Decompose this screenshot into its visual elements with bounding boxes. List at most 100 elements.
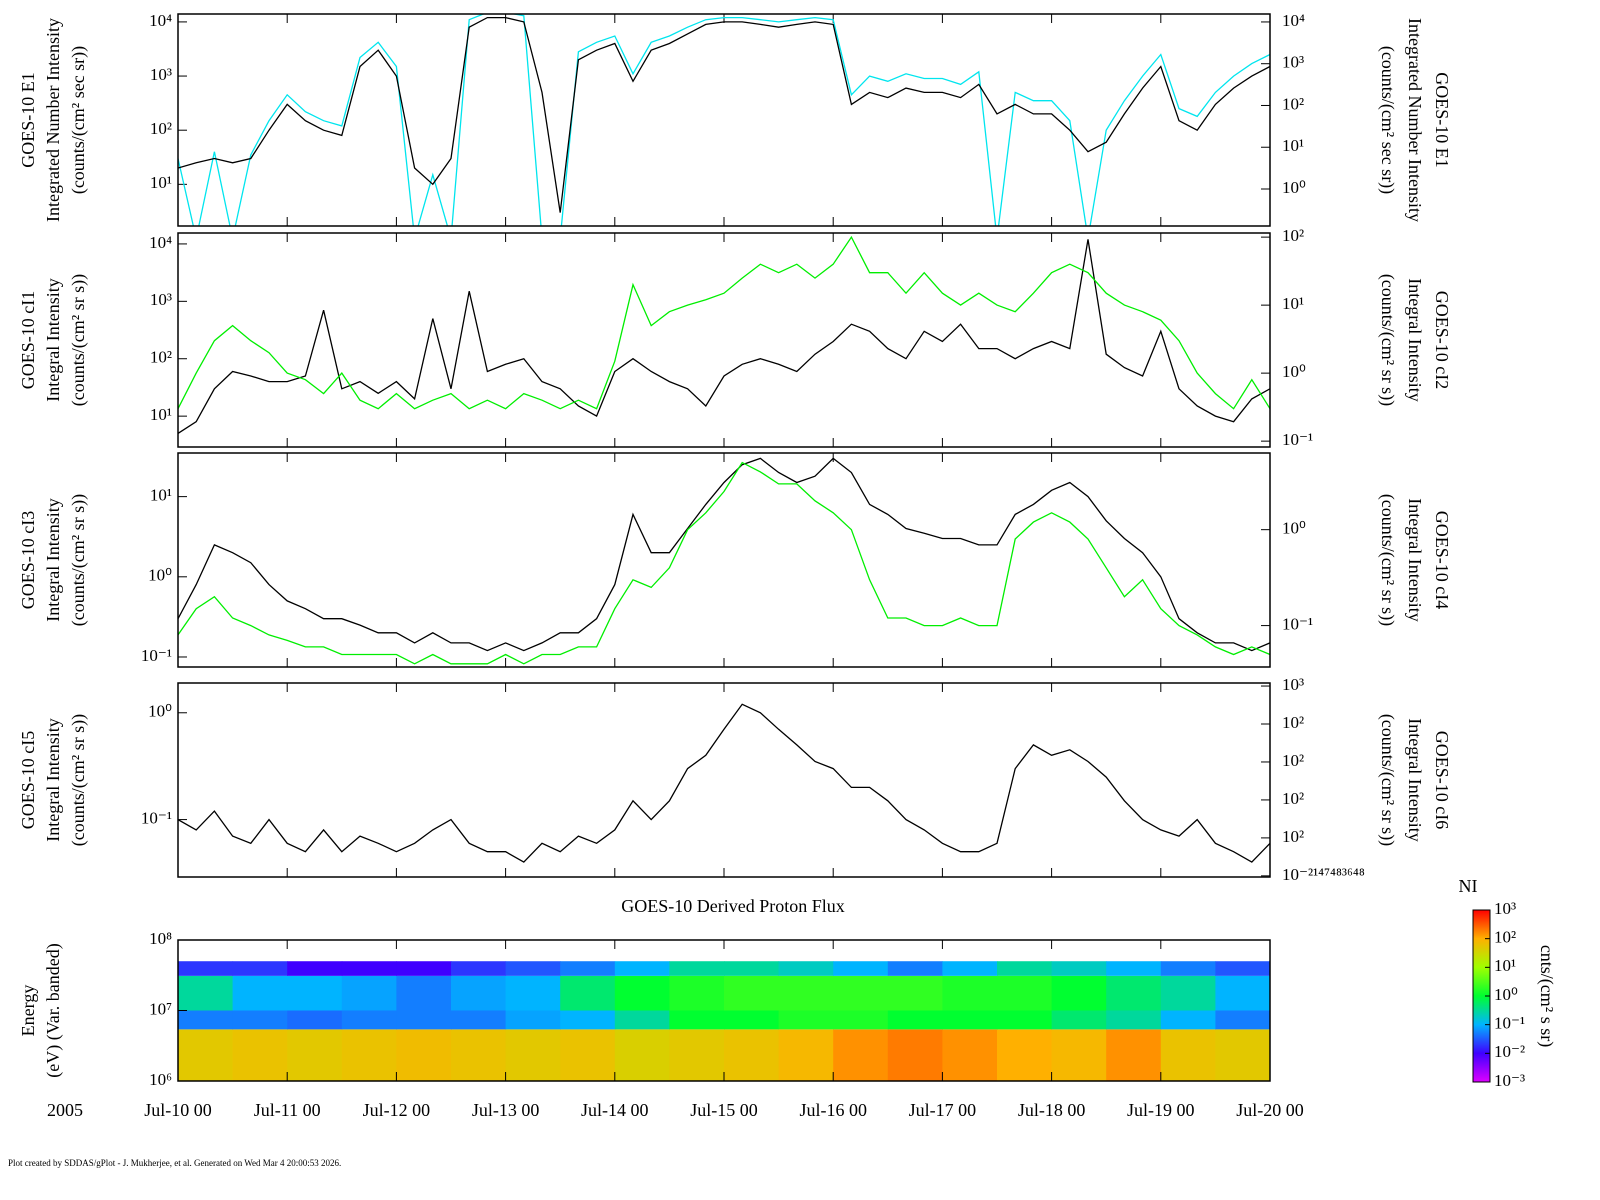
x-tick-label: Jul-17 00 [909, 1100, 977, 1120]
heat-cell [942, 1029, 998, 1081]
heat-cell [1160, 961, 1216, 976]
heat-cell [396, 961, 452, 976]
y2-tick-label: 10¹ [1282, 294, 1304, 313]
y2-tick-label: 10³ [1282, 53, 1304, 72]
y-axis-label: Integral Intensity [43, 718, 63, 841]
heat-cell [1051, 1029, 1107, 1081]
heat-cell [1051, 961, 1107, 976]
colorbar-tick-label: 10¹ [1494, 956, 1516, 975]
y-tick-label: 10³ [150, 290, 172, 309]
y2-axis-label: Integral Intensity [1405, 718, 1425, 841]
chart-title: GOES-10 Derived Proton Flux [621, 896, 845, 916]
x-tick-label: Jul-16 00 [799, 1100, 867, 1120]
heat-cell [778, 1029, 834, 1081]
series-line [178, 457, 1270, 652]
heat-cell [396, 975, 452, 1011]
y2-axis-label: (counts/(cm² sr s)) [1377, 274, 1398, 406]
heat-cell [178, 1029, 234, 1081]
y-axis-label: (counts/(cm² sr s)) [68, 494, 89, 626]
y-tick-label: 10² [150, 348, 172, 367]
y-axis-label: Integral Intensity [43, 498, 63, 621]
heat-cell [1106, 961, 1162, 976]
y-tick-label: 10⁴ [149, 233, 172, 252]
colorbar-tick-label: 10⁰ [1494, 985, 1518, 1004]
heat-cell [1160, 975, 1216, 1011]
heat-cell [560, 1029, 616, 1081]
heat-cell [669, 1010, 725, 1030]
heat-cell [451, 961, 507, 976]
heat-cell [560, 961, 616, 976]
heat-cell [724, 961, 780, 976]
x-tick-label: Jul-20 00 [1236, 1100, 1304, 1120]
heat-cell [942, 961, 998, 976]
y-axis-label: (counts/(cm² sec sr)) [68, 46, 89, 194]
heat-cell [997, 961, 1053, 976]
heat-cell [1160, 1029, 1216, 1081]
y-tick-label: 10⁻¹ [141, 808, 172, 827]
heat-cell [997, 1010, 1053, 1030]
y2-tick-label: 10² [1282, 94, 1304, 113]
heat-cell [778, 1010, 834, 1030]
heat-cell [287, 961, 343, 976]
y2-tick-label: 10² [1282, 751, 1304, 770]
y-tick-label: 10⁻¹ [141, 646, 172, 665]
heat-cell [614, 1010, 670, 1030]
heat-cell [287, 1010, 343, 1030]
heat-cell [833, 1029, 889, 1081]
colorbar-tick-label: 10³ [1494, 899, 1516, 918]
y2-tick-label: 10⁻¹ [1282, 614, 1313, 633]
plot-frame [177, 13, 1271, 227]
y-axis-label: (counts/(cm² sr s)) [68, 274, 89, 406]
y2-axis-label: GOES-10 cI2 [1432, 291, 1452, 389]
y2-tick-label: 10⁰ [1282, 519, 1306, 538]
heat-cell [887, 1010, 943, 1030]
y2-tick-label: 10⁻¹ [1282, 430, 1313, 449]
y2-axis-label: (counts/(cm² sec sr)) [1377, 46, 1398, 194]
colorbar-tick-label: 10⁻¹ [1494, 1014, 1525, 1033]
heat-cell [778, 961, 834, 976]
y-axis-label: GOES-10 E1 [18, 72, 38, 168]
heat-cell [614, 961, 670, 976]
y-tick-label: 10⁷ [149, 999, 172, 1018]
y-tick-label: 10⁰ [148, 702, 172, 721]
year-label: 2005 [47, 1100, 83, 1120]
colorbar-tick-label: 10⁻³ [1494, 1071, 1525, 1090]
heat-cell [287, 975, 343, 1011]
colorbar-title: NI [1459, 876, 1478, 896]
y-axis-label: Energy [18, 985, 38, 1037]
heat-cell [1106, 975, 1162, 1011]
heat-cell [560, 1010, 616, 1030]
series-line [178, 235, 1270, 410]
heat-cell [778, 975, 834, 1011]
heat-cell [669, 975, 725, 1011]
heat-cell [341, 961, 397, 976]
y2-axis-label: Integrated Number Intensity [1405, 18, 1425, 222]
y2-axis-label: (counts/(cm² sr s)) [1377, 714, 1398, 846]
y2-tick-label: 10³ [1282, 675, 1304, 694]
heat-cell [942, 975, 998, 1011]
y-axis-label: Integrated Number Intensity [43, 18, 63, 222]
y-tick-label: 10³ [150, 65, 172, 84]
series-line [178, 703, 1270, 863]
y2-tick-label: 10⁰ [1282, 178, 1306, 197]
x-tick-label: Jul-18 00 [1018, 1100, 1086, 1120]
y2-tick-label: 10² [1282, 713, 1304, 732]
y2-tick-label: 10⁴ [1282, 11, 1305, 30]
heat-cell [560, 975, 616, 1011]
heat-cell [451, 1029, 507, 1081]
heat-cell [232, 961, 288, 976]
y-axis-label: (counts/(cm² sr s)) [68, 714, 89, 846]
heat-cell [614, 1029, 670, 1081]
plot-frame [177, 939, 1271, 1082]
heat-cell [1215, 1010, 1271, 1030]
heat-cell [341, 1029, 397, 1081]
y2-tick-label: 10¹ [1282, 136, 1304, 155]
x-tick-label: Jul-19 00 [1127, 1100, 1195, 1120]
y-axis-label: Integral Intensity [43, 278, 63, 401]
heat-cell [178, 1010, 234, 1030]
y-tick-label: 10¹ [150, 173, 172, 192]
heat-cell [997, 1029, 1053, 1081]
colorbar-label: cnts/(cm² s sr) [1536, 945, 1557, 1047]
heat-cell [505, 961, 561, 976]
